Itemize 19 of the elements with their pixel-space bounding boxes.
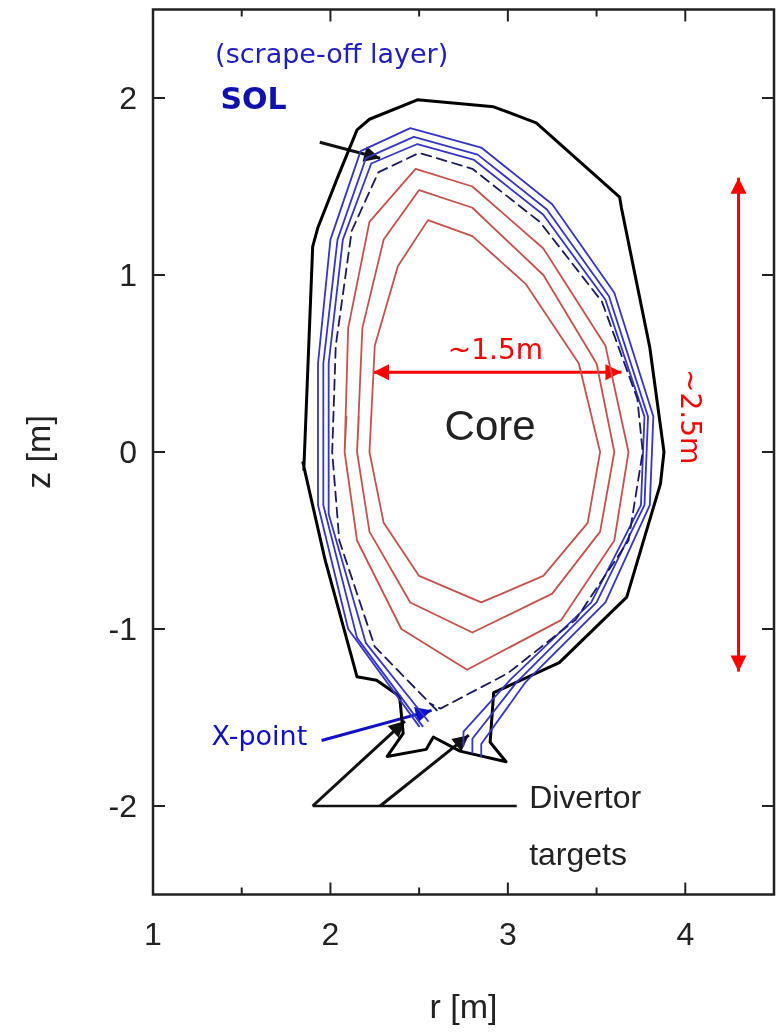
- y-tick-label: 0: [119, 434, 137, 471]
- annotation: Divertor: [529, 779, 642, 816]
- x-axis-title: r [m]: [429, 987, 498, 1025]
- annotation: ~1.5m: [447, 333, 544, 367]
- annotation: targets: [529, 835, 627, 872]
- x-tick-label: 4: [676, 915, 695, 952]
- x-tick-label: 2: [321, 915, 340, 952]
- y-tick-label: -1: [108, 611, 137, 648]
- annotation: SOL: [220, 80, 287, 116]
- y-tick-label: 2: [119, 80, 137, 117]
- y-axis-title: z [m]: [19, 415, 57, 489]
- annotation: Core: [444, 402, 536, 450]
- annotation: (scrape-off layer): [215, 38, 449, 70]
- annotation: X-point: [211, 719, 308, 751]
- annotation: ~2.5m: [673, 368, 707, 465]
- y-tick-label: -2: [108, 788, 137, 825]
- x-tick-label: 3: [498, 915, 517, 952]
- x-tick-label: 1: [144, 915, 162, 952]
- y-tick-label: 1: [119, 257, 137, 294]
